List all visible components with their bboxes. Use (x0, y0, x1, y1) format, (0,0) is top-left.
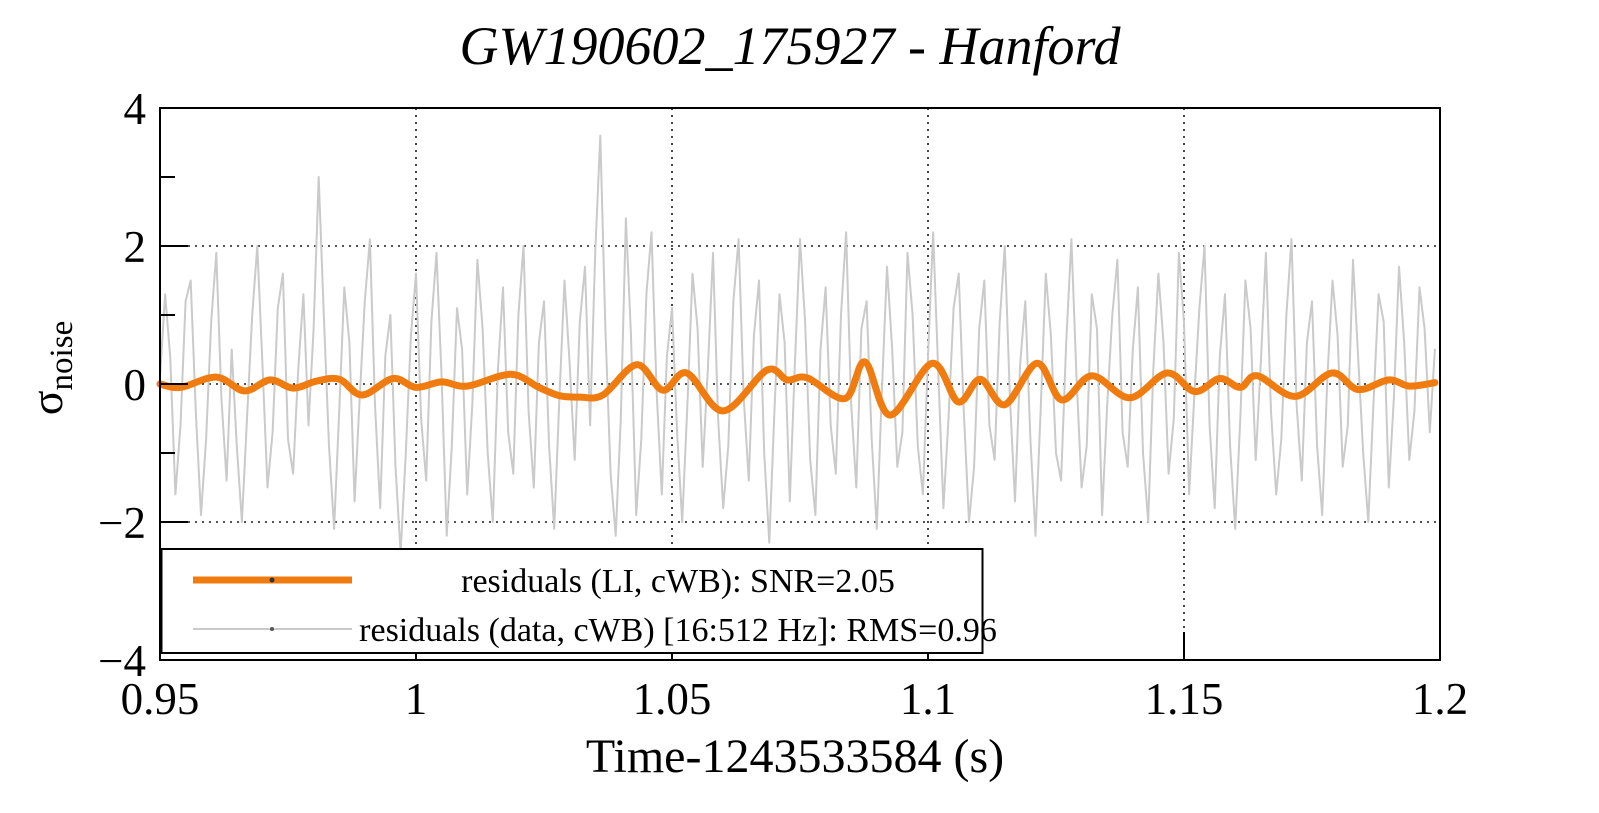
y-axis-label: σnoise (21, 321, 80, 415)
gridlines (160, 108, 1440, 660)
legend: residuals (LI, cWB): SNR=2.05 residuals … (160, 548, 997, 654)
x-tick-label: 0.95 (121, 674, 200, 724)
data-series (156, 134, 1439, 554)
legend-sample-point-icon (269, 577, 275, 583)
x-tick-label: 1.05 (633, 674, 712, 724)
y-axis-label-symbol: σ (21, 390, 72, 415)
y-tick-label: 2 (124, 222, 147, 272)
chart-title: GW190602_175927 - Hanford (460, 16, 1122, 76)
legend-label-residuals-data: residuals (data, cWB) [16:512 Hz]: RMS=0… (359, 612, 997, 649)
legend-label-residuals-li: residuals (LI, cWB): SNR=2.05 (461, 563, 895, 600)
y-tick-labels: 4 2 0 −2 −4 (98, 84, 146, 686)
x-tick-label: 1.15 (1145, 674, 1224, 724)
x-axis-label: Time-1243533584 (s) (586, 730, 1004, 783)
plot-border (159, 107, 1441, 661)
y-tick-label: 0 (124, 360, 147, 410)
legend-box (160, 548, 984, 654)
x-tick-label: 1.2 (1412, 674, 1468, 724)
legend-sample-point-icon (270, 627, 274, 631)
x-tick-label: 1 (405, 674, 428, 724)
y-tick-label: −2 (98, 498, 146, 548)
y-tick-label: −4 (98, 636, 146, 686)
x-tick-labels: 0.95 1 1.05 1.1 1.15 1.2 (121, 674, 1469, 724)
x-tick-label: 1.1 (900, 674, 956, 724)
y-tick-label: 4 (124, 84, 147, 134)
residuals-data-line (159, 134, 1436, 554)
residuals-li-line (156, 358, 1439, 419)
y-axis-label-subscript: noise (44, 321, 80, 391)
